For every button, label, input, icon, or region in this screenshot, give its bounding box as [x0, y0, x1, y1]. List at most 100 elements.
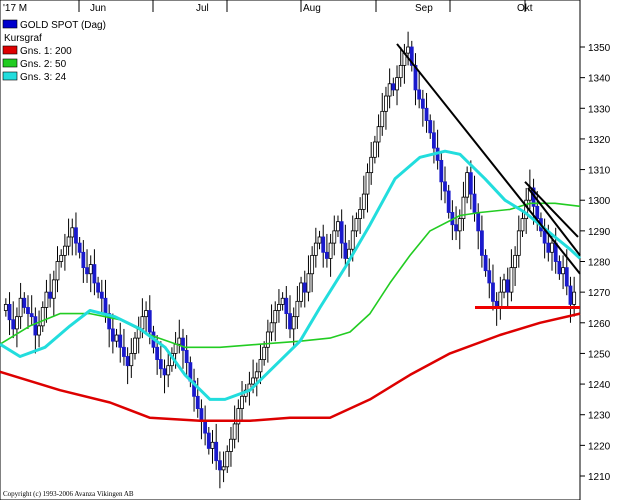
candle-body	[413, 64, 418, 91]
candle-body	[55, 261, 60, 281]
ma-24-line	[0, 149, 582, 401]
candle-body	[22, 297, 27, 308]
trend-lines	[396, 43, 581, 309]
candle-body	[129, 353, 134, 367]
candle-body	[354, 218, 359, 232]
candle-body	[568, 285, 573, 305]
candle-body	[302, 282, 307, 293]
candle-body	[133, 337, 137, 354]
candle-body	[550, 242, 554, 253]
candle-body	[365, 172, 370, 195]
candle-body	[332, 230, 337, 244]
candle-body	[454, 224, 458, 232]
candle-body	[339, 221, 344, 244]
moving-averages	[0, 149, 582, 423]
candle-body	[343, 242, 348, 259]
candle-body	[395, 77, 399, 91]
ma-200-line	[0, 312, 581, 423]
copyright-text: Copyright (c) 1993-2006 Avanza Vikingen …	[3, 490, 134, 498]
candle-body	[288, 313, 292, 330]
candle-body	[505, 279, 510, 293]
candle-body	[74, 227, 78, 244]
candle-body	[229, 438, 233, 452]
y-tick-label: 1210	[588, 472, 611, 483]
candle-body	[361, 193, 366, 210]
y-tick-label: 1330	[588, 104, 611, 115]
candle-body	[306, 273, 311, 293]
resistance-line	[527, 187, 581, 256]
candle-body	[465, 172, 470, 198]
candle-body	[380, 110, 385, 128]
candle-body	[502, 279, 506, 293]
candle-body	[273, 310, 278, 324]
candle-body	[236, 408, 241, 425]
candle-body	[232, 423, 237, 440]
candle-body	[240, 395, 244, 409]
x-tick-label: Jul	[196, 3, 209, 14]
x-tick-label: Aug	[303, 3, 321, 14]
candle-body	[147, 310, 152, 333]
candle-body	[409, 46, 414, 66]
candle-body	[251, 377, 255, 385]
candle-body	[214, 441, 219, 462]
candle-body	[406, 46, 410, 54]
candle-body	[520, 218, 525, 232]
candle-body	[509, 267, 514, 293]
candle-body	[210, 441, 215, 449]
candle-body	[203, 420, 208, 434]
candle-body	[262, 346, 267, 360]
candle-body	[310, 254, 315, 275]
candle-body	[265, 331, 270, 348]
y-tick-label: 1220	[588, 441, 611, 452]
candle-body	[96, 282, 101, 293]
candle-body	[181, 337, 185, 351]
legend-swatch	[2, 45, 18, 55]
candle-body	[62, 245, 67, 256]
candle-body	[107, 313, 112, 330]
candle-body	[535, 205, 540, 219]
candle-body	[221, 466, 226, 471]
candle-body	[317, 236, 322, 244]
candle-body	[114, 334, 119, 342]
candle-body	[59, 254, 64, 262]
x-grid: '17 M Jun Jul Aug Sep Okt	[3, 0, 533, 14]
candle-body	[125, 356, 130, 367]
candle-body	[358, 209, 363, 220]
x-tick-label: Okt	[517, 3, 533, 14]
candle-body	[37, 325, 41, 336]
legend-label: Gns. 2: 50	[20, 59, 67, 70]
legend-label: GOLD SPOT (Dag)	[20, 20, 106, 31]
candle-body	[372, 141, 377, 158]
candle-body	[122, 346, 126, 357]
candle-body	[299, 282, 303, 302]
legend-swatch	[2, 71, 18, 81]
candle-body	[92, 264, 97, 284]
candle-body	[103, 297, 108, 314]
candle-body	[350, 230, 355, 250]
candle-body	[225, 451, 230, 468]
candle-body	[258, 359, 263, 373]
candle-body	[3, 303, 8, 311]
legend-label: Gns. 1: 200	[20, 46, 72, 57]
y-tick-label: 1280	[588, 258, 611, 269]
candle-body	[110, 328, 115, 342]
candle-body	[468, 172, 473, 195]
y-axis: 1210 1220 1230 1240 1250 1260 1270 1280 1290 1300…	[580, 43, 611, 483]
candle-body	[77, 242, 82, 253]
legend: GOLD SPOT (Dag) Kursgraf Gns. 1: 200 Gns. 2…	[2, 19, 106, 83]
candle-body	[557, 261, 562, 275]
candle-body	[564, 267, 569, 287]
y-tick-label: 1300	[588, 196, 611, 207]
candle-body	[457, 218, 462, 232]
resistance-line	[524, 181, 579, 238]
candle-body	[446, 190, 451, 213]
legend-label: Gns. 3: 24	[20, 72, 67, 83]
candle-body	[40, 307, 45, 327]
ma-50-line	[0, 202, 581, 349]
y-tick-label: 1270	[588, 288, 611, 299]
candle-body	[284, 297, 289, 314]
resistance-line	[396, 43, 581, 275]
candle-body	[44, 291, 49, 308]
candle-body	[291, 316, 296, 330]
